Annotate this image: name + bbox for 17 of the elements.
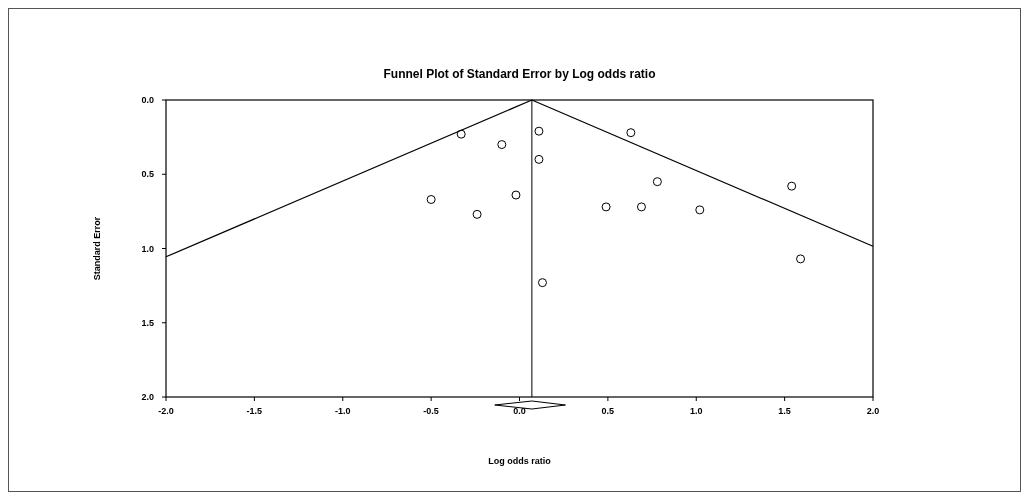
- x-tick-label: -1.0: [334, 406, 351, 416]
- y-tick-label: 2.0: [141, 392, 154, 402]
- y-axis-title: Standard Error: [92, 216, 102, 281]
- x-tick-label: -0.5: [423, 406, 439, 416]
- x-tick-label: 0.5: [601, 406, 615, 416]
- y-tick-label: 1.5: [141, 317, 154, 328]
- x-tick-label: 2.0: [866, 406, 880, 416]
- x-tick-label: -1.5: [246, 406, 263, 416]
- y-tick-label: 1.0: [141, 243, 154, 254]
- x-axis-title: Log odds ratio: [488, 456, 552, 466]
- x-tick-label: 1.5: [778, 406, 791, 416]
- chart-title: Funnel Plot of Standard Error by Log odds ratio: [383, 67, 656, 81]
- y-tick-label: 0.0: [141, 95, 154, 105]
- x-tick-label: -2.0: [158, 406, 174, 416]
- y-tick-label: 0.5: [141, 169, 154, 180]
- x-tick-label: 0.0: [513, 406, 526, 416]
- x-tick-label: 1.0: [689, 406, 703, 416]
